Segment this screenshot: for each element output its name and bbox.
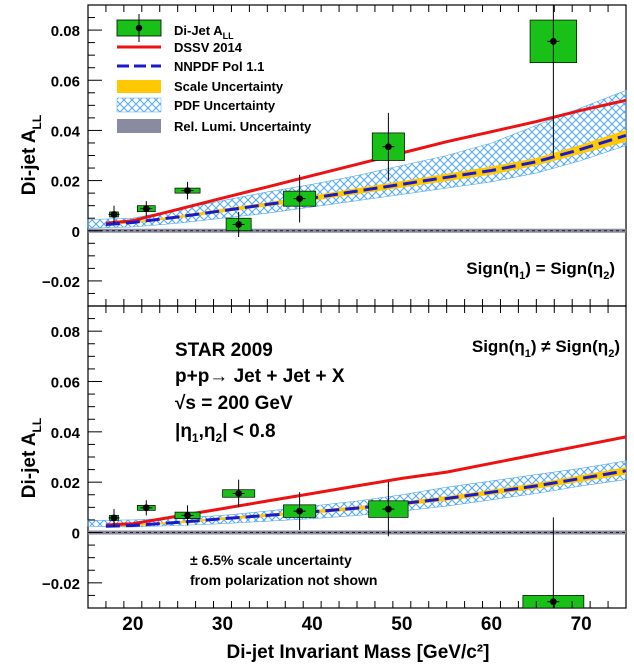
top-data-point: [174, 181, 201, 200]
bottom-marker: [184, 511, 191, 519]
bottom-marker: [384, 505, 392, 513]
bottom-pdf-uncertainty-band: [87, 460, 627, 528]
top-data-point: [529, 5, 578, 157]
top-pdf-uncertainty-band: [87, 89, 627, 229]
top-marker: [235, 221, 243, 228]
top-y-tick-label: 0.04: [51, 123, 81, 140]
x-tick-label: 40: [302, 614, 323, 635]
bottom-data-point: [522, 517, 585, 609]
top-data-point: [136, 201, 156, 217]
scale-note-line2: from polarization not shown: [190, 572, 377, 588]
top-marker: [184, 187, 191, 195]
legend: Di-Jet ALL DSSV 2014 NNPDF Pol 1.1 Scale…: [116, 14, 312, 134]
experiment-annotations: STAR 2009 p+p→ Jet + Jet + X √s = 200 Ge…: [175, 340, 345, 445]
legend-item-scale: Scale Uncertainty: [117, 79, 284, 94]
bottom-marker: [235, 490, 243, 497]
bottom-y-tick-label: 0.02: [51, 475, 80, 492]
bottom-y-ticks: −0.02 0 0.02 0.04 0.06 0.08: [42, 305, 102, 609]
top-panel: −0.02 0 0.02 0.04 0.06 0.08 Di-jet ALL Sign(η…: [19, 4, 627, 307]
annotation-eta-cut: |η1,η2| < 0.8: [175, 421, 276, 445]
bottom-nnpdf-curve: [105, 469, 627, 528]
top-marker: [110, 211, 118, 218]
svg-text:PDF Uncertainty: PDF Uncertainty: [174, 98, 276, 113]
svg-text:Di-Jet ALL: Di-Jet ALL: [174, 23, 234, 41]
top-panel-label: Sign(η1) = Sign(η2): [466, 259, 615, 282]
top-data-point: [225, 211, 252, 238]
x-tick-label: 60: [481, 614, 502, 635]
top-x-ticks: [87, 5, 627, 306]
top-data-point: [371, 112, 405, 181]
annotation-process: p+p→ Jet + Jet + X: [175, 366, 345, 387]
top-curves: [105, 98, 627, 226]
bottom-y-tick-label: 0.08: [51, 324, 80, 341]
svg-text:Rel. Lumi. Uncertainty: Rel. Lumi. Uncertainty: [174, 119, 312, 134]
bottom-marker: [549, 598, 557, 606]
bottom-y-tick-label: −0.02: [42, 576, 80, 593]
x-tick-label: 30: [212, 614, 233, 635]
x-tick-label: 20: [122, 614, 143, 635]
top-marker: [549, 37, 557, 45]
top-y-ticks: −0.02 0 0.02 0.04 0.06 0.08: [42, 4, 102, 307]
bottom-marker: [110, 514, 118, 522]
top-y-tick-label: 0: [72, 224, 80, 241]
bottom-x-ticks: 20 30 40 50 60 70: [87, 306, 627, 635]
bottom-data-points: [108, 479, 585, 609]
annotation-star: STAR 2009: [175, 340, 273, 361]
bottom-panel: −0.02 0 0.02 0.04 0.06 0.08 20 30 40 50 60 70 Di-j…: [19, 305, 627, 635]
annotation-energy: √s = 200 GeV: [175, 393, 293, 414]
legend-item-pdf: PDF Uncertainty: [116, 97, 276, 113]
top-marker: [384, 143, 392, 151]
x-axis-label: Di-jet Invariant Mass [GeV/c²]: [227, 642, 490, 663]
bottom-y-tick-label: 0: [72, 526, 80, 543]
legend-item-dssv: DSSV 2014: [117, 40, 243, 55]
bottom-y-tick-label: 0.04: [51, 425, 81, 442]
top-marker: [142, 205, 150, 213]
bottom-y-axis-label: Di-jet ALL: [19, 418, 44, 498]
top-y-tick-label: −0.02: [42, 274, 80, 291]
bottom-lumi-uncertainty-band: [88, 530, 626, 535]
top-data-points: [108, 5, 578, 238]
top-lumi-uncertainty-band: [88, 228, 626, 233]
top-y-tick-label: 0.02: [51, 174, 80, 191]
top-marker: [296, 195, 304, 203]
top-bands: [87, 89, 627, 233]
bottom-data-point: [368, 481, 409, 537]
bottom-data-point: [174, 505, 201, 526]
top-y-tick-label: 0.06: [51, 73, 80, 90]
svg-text:DSSV 2014: DSSV 2014: [174, 40, 243, 55]
x-tick-label: 70: [571, 614, 592, 635]
bottom-marker: [142, 504, 150, 512]
bottom-panel-label: Sign(η1) ≠ Sign(η2): [472, 337, 620, 360]
bottom-bands: [87, 460, 627, 535]
legend-item-nnpdf: NNPDF Pol 1.1: [117, 59, 264, 74]
top-data-point: [108, 205, 120, 224]
scale-note-line1: ± 6.5% scale uncertainty: [190, 552, 352, 568]
bottom-marker: [296, 507, 304, 515]
x-tick-label: 50: [391, 614, 412, 635]
top-dssv-curve: [105, 98, 627, 225]
top-y-axis-label: Di-jet ALL: [19, 115, 44, 195]
top-data-point: [283, 174, 317, 223]
svg-text:NNPDF Pol 1.1: NNPDF Pol 1.1: [174, 59, 264, 74]
legend-item-data: Di-Jet ALL: [116, 14, 234, 42]
svg-text:Scale Uncertainty: Scale Uncertainty: [174, 79, 284, 94]
top-y-tick-label: 0.08: [51, 23, 80, 40]
bottom-data-point: [222, 479, 256, 508]
top-nnpdf-curve: [105, 133, 627, 226]
bottom-data-point: [283, 492, 317, 530]
legend-item-lumi: Rel. Lumi. Uncertainty: [117, 119, 312, 134]
bottom-data-point: [108, 509, 120, 527]
bottom-data-point: [136, 500, 156, 516]
bottom-y-tick-label: 0.06: [51, 375, 80, 392]
